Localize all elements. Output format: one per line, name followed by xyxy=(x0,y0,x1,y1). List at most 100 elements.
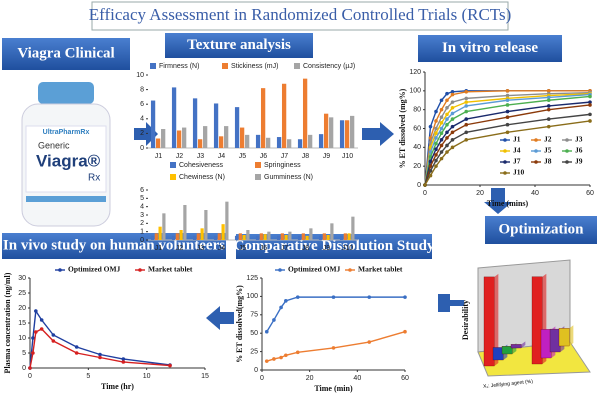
point xyxy=(450,105,455,110)
point xyxy=(74,351,79,355)
x-tick-label: 60 xyxy=(586,190,594,197)
bar xyxy=(284,235,288,240)
legend-label: J9 xyxy=(575,157,583,166)
panel-title: In vitro release xyxy=(442,40,538,56)
x-tick-label: J9 xyxy=(323,245,331,252)
point xyxy=(28,366,32,370)
point xyxy=(423,183,427,187)
bar xyxy=(549,328,561,353)
legend-swatch xyxy=(170,174,176,180)
point xyxy=(367,295,372,299)
legend-label: J2 xyxy=(544,135,552,144)
legend-label: J8 xyxy=(544,157,552,166)
panel-title: Comparative Dissolution Study xyxy=(234,238,435,254)
point xyxy=(505,109,510,114)
legend-marker xyxy=(348,268,352,272)
legend-label: Cohesiveness xyxy=(179,162,223,169)
point xyxy=(445,91,449,96)
legend-swatch xyxy=(255,162,261,168)
y-tick-label: 1 xyxy=(140,229,144,236)
bar xyxy=(339,235,344,240)
point xyxy=(98,355,102,360)
point xyxy=(464,117,469,121)
legend-marker xyxy=(534,138,538,142)
panel-box xyxy=(485,216,597,244)
y-tick-label: 25 xyxy=(250,348,258,355)
point xyxy=(279,355,283,360)
bar xyxy=(318,235,323,240)
y-tick-label: 15 xyxy=(18,320,26,327)
series-line xyxy=(424,92,591,186)
y-tick-label: 60 xyxy=(413,125,421,132)
y-tick-label: 0 xyxy=(254,367,258,374)
y-axis-label: Plasma concentration (ng/ml) xyxy=(3,272,12,373)
point xyxy=(546,107,551,112)
y-tick-label: 125 xyxy=(246,275,258,282)
bar xyxy=(150,235,155,240)
legend-label: J5 xyxy=(544,146,552,155)
point xyxy=(264,329,269,334)
x-tick-label: J5 xyxy=(239,245,247,252)
bar xyxy=(276,137,282,148)
bar xyxy=(329,117,334,148)
point xyxy=(295,350,300,355)
point xyxy=(445,143,449,148)
point xyxy=(464,109,469,114)
bar xyxy=(255,235,260,240)
y-tick-label: 80 xyxy=(413,107,421,114)
bar xyxy=(322,233,326,240)
point xyxy=(505,89,510,93)
point xyxy=(445,117,449,121)
bar xyxy=(297,235,302,240)
bar xyxy=(318,134,324,148)
legend-label: J10 xyxy=(513,168,525,177)
bar xyxy=(183,205,187,240)
point xyxy=(505,103,510,107)
x-tick-label: J2 xyxy=(176,153,184,160)
legend-label: J4 xyxy=(513,146,521,155)
bar xyxy=(347,233,351,240)
point xyxy=(464,100,469,104)
bar xyxy=(200,228,204,240)
legend-marker xyxy=(503,171,507,175)
bar xyxy=(161,129,166,148)
y-tick-label: 20 xyxy=(413,163,421,170)
point xyxy=(445,136,449,140)
bar-side xyxy=(569,325,574,346)
point xyxy=(284,353,288,358)
point xyxy=(439,156,444,161)
y-tick-label: 4 xyxy=(140,204,144,211)
point xyxy=(505,98,510,103)
title: Efficacy Assessment in Randomized Contro… xyxy=(89,5,512,24)
bar xyxy=(213,103,219,148)
point xyxy=(445,130,449,135)
point xyxy=(450,145,455,150)
legend-label: J3 xyxy=(575,135,583,144)
y-axis-label: Desirability xyxy=(461,300,470,340)
bar xyxy=(176,130,182,148)
bar xyxy=(259,233,263,240)
legend-label: Consistency (µJ) xyxy=(303,63,355,70)
x-tick-label: J1 xyxy=(155,245,163,252)
series-line xyxy=(424,120,591,186)
point xyxy=(434,136,438,140)
x-tick-label: 20 xyxy=(476,190,484,197)
bar xyxy=(501,346,513,355)
point xyxy=(445,98,449,103)
point xyxy=(450,100,455,104)
bar xyxy=(343,233,347,240)
y-tick-label: 20 xyxy=(18,305,26,312)
point xyxy=(34,330,38,334)
point xyxy=(428,124,433,129)
y-axis-label: % ET dissolved(mg%) xyxy=(235,285,244,363)
bar xyxy=(225,201,229,240)
legend-marker xyxy=(565,160,569,164)
x-tick-label: J6 xyxy=(260,153,268,160)
point xyxy=(588,100,592,104)
series-line xyxy=(266,331,406,362)
point xyxy=(121,357,126,361)
x-axis-label: Time (min) xyxy=(314,384,353,393)
point xyxy=(546,124,551,129)
point xyxy=(450,92,455,97)
x-tick-label: J9 xyxy=(323,153,331,160)
